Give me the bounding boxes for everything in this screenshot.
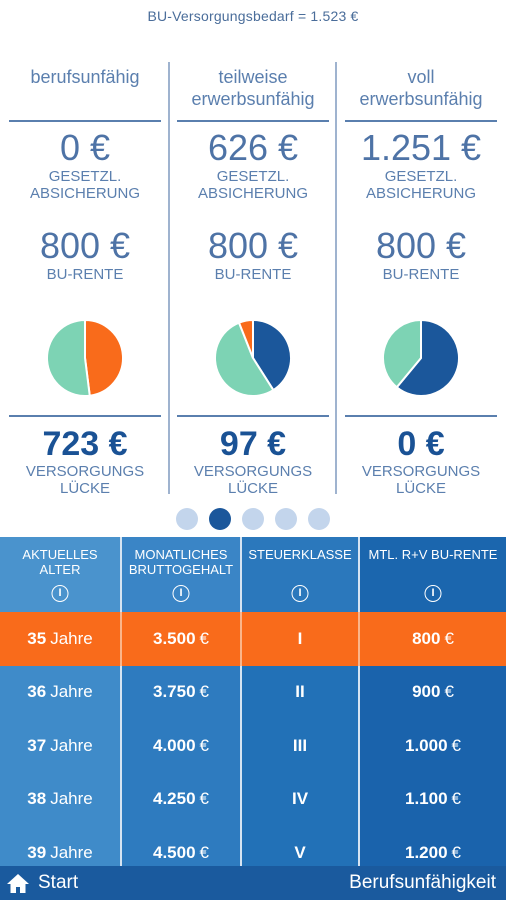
pie-chart	[214, 318, 292, 397]
age-cell[interactable]: 37 Jahre	[0, 719, 120, 773]
table-row[interactable]: 38 Jahre 4.250 € IV 1.100 €	[0, 772, 506, 826]
column-berufsunfaehig[interactable]: berufsunfähig 0 € GESETZL. ABSICHERUNG 8…	[9, 62, 161, 497]
divider	[9, 415, 161, 417]
column-title: berufsunfähig	[30, 67, 140, 87]
gehalt-cell[interactable]: 3.500 €	[120, 612, 240, 666]
pie-slice-1	[214, 321, 275, 397]
header-bruttogehalt: MONATLICHES BRUTTOGEHALT i	[120, 537, 240, 612]
table-header: AKTUELLES ALTER i MONATLICHES BRUTTOGEHALT…	[0, 537, 506, 612]
gesetzl-label: GESETZL.	[384, 168, 458, 185]
gesetzl-label-2: ABSICHERUNG	[197, 185, 309, 202]
page-indicator	[0, 508, 506, 530]
column-separator	[168, 62, 170, 494]
bu-rente-value: 800 €	[207, 225, 299, 266]
info-icon[interactable]: i	[172, 585, 190, 602]
gesetzl-label-2: ABSICHERUNG	[365, 185, 477, 202]
divider	[177, 415, 329, 417]
page-dot[interactable]	[308, 508, 330, 530]
gesetzl-value: 626 €	[207, 127, 299, 168]
table-row-selected[interactable]: 35 Jahre 3.500 € I 800 €	[0, 612, 506, 666]
gesetzl-label: GESETZL.	[48, 168, 122, 185]
table-row[interactable]: 36 Jahre 3.750 € II 900 €	[0, 665, 506, 719]
steuerklasse-cell[interactable]: IV	[240, 772, 358, 826]
column-teilweise-erwerbsunfaehig[interactable]: teilweise erwerbsunfähig 626 € GESETZL. A…	[177, 62, 329, 497]
pie-chart	[382, 318, 460, 397]
section-title: Berufsunfähigkeit	[349, 872, 496, 893]
table-row[interactable]: 37 Jahre 4.000 € III 1.000 €	[0, 719, 506, 773]
bu-rente-label: BU-RENTE	[46, 266, 124, 283]
page-dot[interactable]	[275, 508, 297, 530]
luecke-label: VERSORGUNGS	[25, 463, 145, 480]
pie-chart	[46, 318, 124, 397]
gehalt-cell[interactable]: 4.250 €	[120, 772, 240, 826]
luecke-label: VERSORGUNGS	[361, 463, 481, 480]
steuerklasse-cell[interactable]: I	[240, 612, 358, 666]
bu-rente-value: 800 €	[375, 225, 467, 266]
start-label: Start	[38, 872, 79, 893]
steuerklasse-cell[interactable]: II	[240, 665, 358, 719]
page-dot[interactable]	[176, 508, 198, 530]
bu-rente-label: BU-RENTE	[214, 266, 292, 283]
gehalt-cell[interactable]: 4.000 €	[120, 719, 240, 773]
home-icon	[7, 874, 29, 893]
column-voll-erwerbsunfaehig[interactable]: voll erwerbsunfähig 1.251 € GESETZL. ABSI…	[345, 62, 497, 497]
age-cell[interactable]: 38 Jahre	[0, 772, 120, 826]
luecke-label-2: LÜCKE	[59, 480, 111, 497]
bu-rente-value: 800 €	[39, 225, 131, 266]
rente-cell[interactable]: 800 €	[358, 612, 506, 666]
gesetzl-value: 0 €	[59, 127, 111, 168]
gehalt-cell[interactable]: 3.750 €	[120, 665, 240, 719]
luecke-label: VERSORGUNGS	[193, 463, 313, 480]
column-title: voll erwerbsunfähig	[359, 67, 483, 109]
versorgungsbedarf-text: BU-Versorgungsbedarf = 1.523 €	[147, 8, 359, 24]
rente-cell[interactable]: 900 €	[358, 665, 506, 719]
steuerklasse-cell[interactable]: III	[240, 719, 358, 773]
header-bu-rente: MTL. R+V BU-RENTE i	[358, 537, 506, 612]
divider	[177, 120, 329, 122]
rente-cell[interactable]: 1.100 €	[358, 772, 506, 826]
column-separator	[335, 62, 337, 494]
header-aktuelles-alter: AKTUELLES ALTER i	[0, 537, 120, 612]
page-dot[interactable]	[242, 508, 264, 530]
pie-slice-1	[46, 318, 91, 397]
page-dot-active[interactable]	[209, 508, 231, 530]
summary-panel: BU-Versorgungsbedarf = 1.523 € berufsunf…	[9, 8, 497, 497]
luecke-value: 723 €	[42, 425, 128, 463]
age-cell[interactable]: 36 Jahre	[0, 665, 120, 719]
pie-slice-0	[395, 318, 460, 397]
luecke-label-2: LÜCKE	[227, 480, 279, 497]
luecke-value: 0 €	[397, 425, 445, 463]
info-icon[interactable]: i	[51, 585, 69, 602]
info-icon[interactable]: i	[291, 585, 309, 602]
gesetzl-label: GESETZL.	[216, 168, 290, 185]
bu-rente-label: BU-RENTE	[382, 266, 460, 283]
selection-table: AKTUELLES ALTER i MONATLICHES BRUTTOGEHALT…	[0, 537, 506, 880]
pie-slice-1	[382, 318, 422, 389]
luecke-label-2: LÜCKE	[395, 480, 447, 497]
pie-slice-2	[237, 318, 254, 359]
column-title: teilweise erwerbsunfähig	[191, 67, 315, 109]
luecke-value: 97 €	[219, 425, 287, 463]
rente-cell[interactable]: 1.000 €	[358, 719, 506, 773]
start-button[interactable]: Start	[6, 872, 78, 894]
divider	[345, 120, 497, 122]
gesetzl-label-2: ABSICHERUNG	[29, 185, 141, 202]
info-icon[interactable]: i	[424, 585, 442, 602]
divider	[345, 415, 497, 417]
gesetzl-value: 1.251 €	[360, 127, 482, 168]
age-cell[interactable]: 35 Jahre	[0, 612, 120, 666]
header-steuerklasse: STEUERKLASSE i	[240, 537, 358, 612]
bottom-bar: Start Berufsunfähigkeit	[0, 866, 506, 900]
divider	[9, 120, 161, 122]
pie-slice-0	[84, 318, 124, 397]
